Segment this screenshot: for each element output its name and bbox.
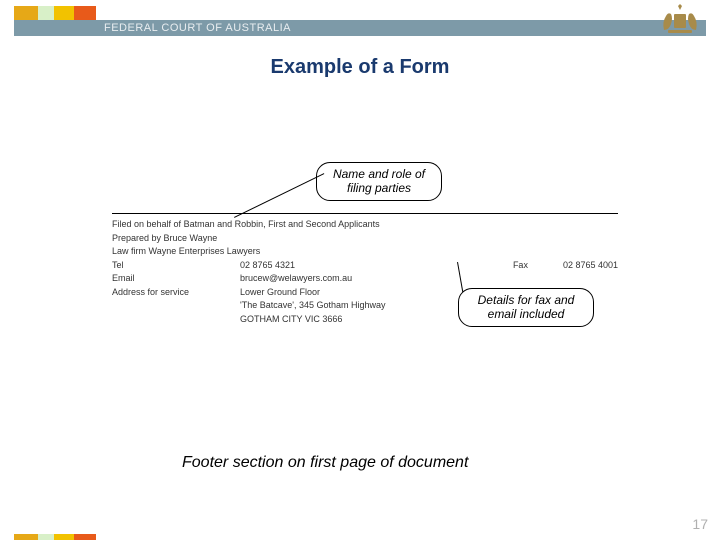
addr-spacer3 (112, 313, 240, 327)
slide: FEDERAL COURT OF AUSTRALIA Example of a … (0, 0, 720, 540)
header-bar: FEDERAL COURT OF AUSTRALIA (14, 20, 706, 36)
callout-leader-top (234, 173, 324, 218)
header-stripes (14, 6, 96, 20)
callout-name-role: Name and role of filing parties (316, 162, 442, 201)
form-row-prepared: Prepared by Bruce Wayne (112, 232, 618, 246)
footer-caption: Footer section on first page of document (0, 454, 720, 472)
header-stripe-1 (38, 6, 54, 20)
email-label: Email (112, 272, 240, 286)
callout-fax-email-line2: email included (471, 307, 581, 321)
callout-name-role-line2: filing parties (329, 181, 429, 195)
header-stripe-0 (14, 6, 38, 20)
footer-stripe-0 (14, 534, 38, 540)
callout-fax-email: Details for fax and email included (458, 288, 594, 327)
footer-stripe-1 (38, 534, 54, 540)
callout-fax-email-line1: Details for fax and (471, 293, 581, 307)
addr-line2: 'The Batcave', 345 Gotham Highway (240, 299, 386, 313)
form-row-filed: Filed on behalf of Batman and Robbin, Fi… (112, 218, 618, 232)
form-row-firm: Law firm Wayne Enterprises Lawyers (112, 245, 618, 259)
header-stripe-2 (54, 6, 74, 20)
addr-label: Address for service (112, 286, 240, 300)
prepared-label: Prepared by (112, 232, 161, 246)
slide-title: Example of a Form (0, 56, 720, 79)
coat-of-arms-icon (658, 2, 702, 36)
email-value: brucew@welawyers.com.au (240, 272, 352, 286)
form-row-tel: Tel 02 8765 4321 Fax 02 8765 4001 (112, 259, 618, 273)
header-stripe-3 (74, 6, 96, 20)
footer-stripe-3 (74, 534, 96, 540)
footer-stripe-2 (54, 534, 74, 540)
filed-label: Filed on behalf of (112, 218, 181, 232)
header-title: FEDERAL COURT OF AUSTRALIA (104, 22, 291, 34)
addr-line3: GOTHAM CITY VIC 3666 (240, 313, 342, 327)
callout-name-role-line1: Name and role of (329, 167, 429, 181)
addr-line1: Lower Ground Floor (240, 286, 320, 300)
addr-spacer2 (112, 299, 240, 313)
fax-value: 02 8765 4001 (563, 259, 618, 273)
form-row-email: Email brucew@welawyers.com.au (112, 272, 618, 286)
form-divider (112, 213, 618, 214)
prepared-value: Bruce Wayne (164, 232, 218, 246)
footer-stripes (14, 534, 96, 540)
tel-label: Tel (112, 259, 240, 273)
fax-label: Fax (513, 259, 563, 273)
firm-label: Law firm (112, 245, 146, 259)
page-number: 17 (692, 516, 708, 532)
firm-value: Wayne Enterprises Lawyers (149, 245, 261, 259)
filed-value: Batman and Robbin, First and Second Appl… (184, 218, 380, 232)
tel-value: 02 8765 4321 (240, 259, 473, 273)
header: FEDERAL COURT OF AUSTRALIA (0, 0, 720, 36)
